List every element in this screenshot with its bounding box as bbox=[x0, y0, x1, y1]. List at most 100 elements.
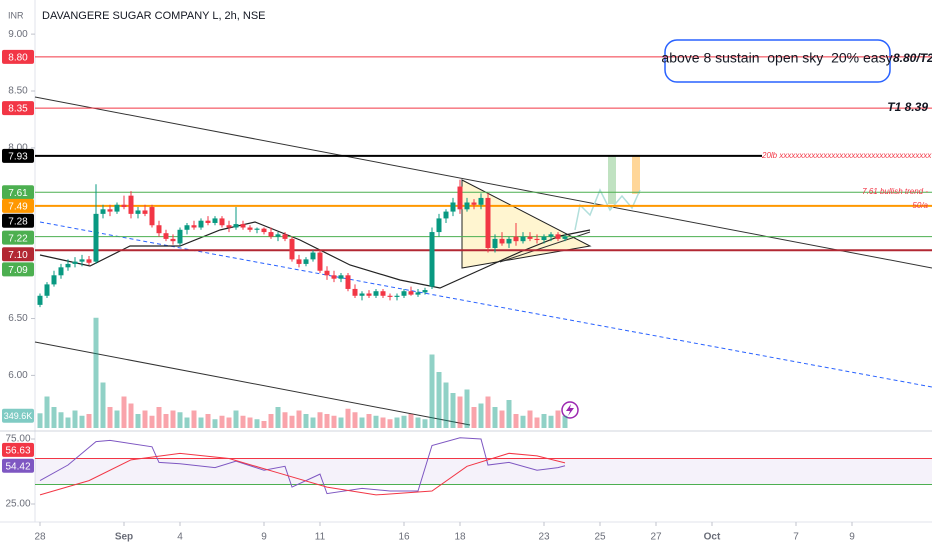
volume-bar bbox=[478, 403, 484, 428]
x-tick-label: 4 bbox=[177, 532, 183, 543]
candle-body bbox=[555, 234, 561, 239]
target-label: 8.80/T2 bbox=[893, 51, 932, 65]
volume-label: 349.6K bbox=[4, 411, 33, 421]
candle-body bbox=[345, 275, 351, 289]
candle-body bbox=[261, 228, 267, 233]
volume-bar bbox=[513, 414, 519, 428]
x-tick-label: 23 bbox=[538, 532, 550, 543]
volume-bar bbox=[345, 408, 351, 428]
x-tick-label: 7 bbox=[793, 532, 799, 543]
volume-bar bbox=[240, 415, 246, 428]
level-note: 7.61 bullish trend - bbox=[862, 187, 928, 196]
candle-body bbox=[121, 204, 127, 208]
x-tick-label: 11 bbox=[315, 532, 326, 543]
volume-bar bbox=[289, 415, 295, 428]
volume-bar bbox=[471, 407, 477, 428]
volume-bar bbox=[79, 415, 85, 428]
rsi-tick-label: 75.00 bbox=[5, 434, 30, 445]
candle-body bbox=[520, 236, 526, 242]
volume-bar bbox=[184, 417, 190, 428]
volume-bar bbox=[485, 396, 491, 428]
y-tick-label: 6.50 bbox=[8, 313, 28, 324]
volume-bar bbox=[541, 414, 547, 428]
candle-body bbox=[352, 288, 358, 296]
volume-bar bbox=[44, 396, 50, 428]
volume-bar bbox=[562, 415, 568, 428]
candle-body bbox=[387, 295, 393, 297]
candle-body bbox=[212, 218, 218, 223]
volume-bar bbox=[373, 415, 379, 428]
projection bbox=[608, 156, 616, 204]
candle-body bbox=[457, 186, 463, 210]
rsi-badge bbox=[2, 458, 34, 473]
candle-body bbox=[436, 218, 442, 233]
candle-body bbox=[254, 228, 260, 230]
candle-body bbox=[492, 238, 498, 248]
candle-body bbox=[156, 225, 162, 234]
level-badge bbox=[2, 148, 34, 163]
candle-body bbox=[100, 209, 106, 214]
volume-bar bbox=[149, 415, 155, 428]
candle-body bbox=[541, 236, 547, 241]
x-tick-label: 28 bbox=[34, 532, 46, 543]
volume-bar bbox=[555, 410, 561, 428]
candle-body bbox=[478, 197, 484, 205]
level-label: 7.93 bbox=[8, 151, 28, 162]
volume-bar bbox=[303, 414, 309, 428]
y-tick-label: 6.00 bbox=[8, 370, 28, 381]
trend-line bbox=[34, 341, 471, 426]
rsi-band bbox=[35, 458, 932, 485]
level-label: 8.80 bbox=[8, 53, 28, 64]
volume-bar bbox=[198, 417, 204, 428]
volume-bar bbox=[422, 419, 428, 428]
level-badge bbox=[2, 101, 34, 116]
level-badge bbox=[2, 262, 34, 277]
volume-bar bbox=[135, 414, 141, 428]
volume-bar bbox=[450, 393, 456, 428]
level-badge bbox=[2, 185, 34, 200]
volume-bar bbox=[65, 417, 71, 428]
volume-bar bbox=[520, 415, 526, 428]
volume-bar bbox=[114, 410, 120, 428]
projection bbox=[632, 156, 640, 194]
volume-bar bbox=[534, 417, 540, 428]
candle-body bbox=[513, 236, 519, 242]
volume-bar bbox=[128, 403, 134, 428]
rsi-value-label: 54.42 bbox=[5, 461, 30, 472]
candle-body bbox=[373, 291, 379, 296]
candle-body bbox=[310, 252, 316, 260]
candle-body bbox=[86, 259, 92, 263]
level-badge bbox=[2, 49, 34, 64]
volume-bar bbox=[401, 415, 407, 428]
level-label: 7.49 bbox=[8, 202, 28, 213]
volume-bar bbox=[310, 417, 316, 428]
level-label: 7.09 bbox=[8, 265, 28, 276]
candle-body bbox=[177, 229, 183, 244]
candle-body bbox=[44, 284, 50, 296]
candle-body bbox=[79, 259, 85, 262]
drawings bbox=[0, 0, 932, 523]
note-box bbox=[664, 39, 891, 83]
target-label: T1 8.39 bbox=[887, 100, 928, 114]
volume-bar bbox=[226, 417, 232, 428]
volume-bar bbox=[107, 407, 113, 428]
candle-body bbox=[163, 233, 169, 239]
level-badge bbox=[2, 213, 34, 228]
candle-body bbox=[93, 213, 99, 262]
volume-bar bbox=[51, 407, 57, 428]
candle-body bbox=[135, 210, 141, 214]
volume-bar bbox=[268, 414, 274, 428]
candle-body bbox=[527, 236, 533, 239]
candle-body bbox=[240, 224, 246, 228]
volume-badge bbox=[2, 408, 34, 423]
volume-bar bbox=[58, 412, 64, 428]
x-tick-label: 9 bbox=[849, 532, 855, 543]
candle-body bbox=[359, 293, 365, 296]
volume-bar bbox=[163, 414, 169, 428]
candle-body bbox=[401, 291, 407, 296]
candle-body bbox=[422, 290, 428, 293]
candle-body bbox=[205, 220, 211, 223]
level-label: 7.61 bbox=[8, 188, 28, 199]
candle-body bbox=[443, 211, 449, 219]
candle-body bbox=[37, 295, 43, 305]
